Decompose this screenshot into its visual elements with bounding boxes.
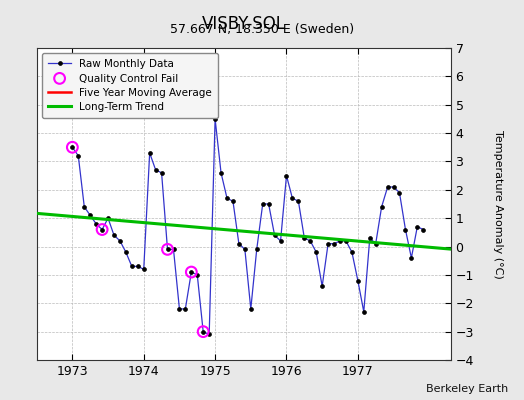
Legend: Raw Monthly Data, Quality Control Fail, Five Year Moving Average, Long-Term Tren: Raw Monthly Data, Quality Control Fail, …	[42, 53, 219, 118]
Quality Control Fail	[98, 226, 106, 233]
Raw Monthly Data	[170, 247, 177, 252]
Raw Monthly Data	[182, 306, 189, 311]
Title: VISBY-SOL: VISBY-SOL	[202, 14, 286, 32]
Quality Control Fail	[199, 328, 208, 335]
Quality Control Fail	[68, 144, 77, 150]
Text: 57.667 N, 18.350 E (Sweden): 57.667 N, 18.350 E (Sweden)	[170, 24, 354, 36]
Y-axis label: Temperature Anomaly (°C): Temperature Anomaly (°C)	[493, 130, 504, 278]
Quality Control Fail	[187, 269, 195, 275]
Raw Monthly Data	[188, 270, 194, 274]
Raw Monthly Data	[69, 145, 75, 150]
Raw Monthly Data	[206, 332, 212, 337]
Raw Monthly Data	[212, 116, 219, 121]
Raw Monthly Data	[420, 227, 427, 232]
Raw Monthly Data	[129, 264, 135, 269]
Raw Monthly Data	[158, 170, 165, 175]
Text: Berkeley Earth: Berkeley Earth	[426, 384, 508, 394]
Raw Monthly Data	[301, 236, 308, 240]
Quality Control Fail	[163, 246, 172, 252]
Line: Raw Monthly Data: Raw Monthly Data	[70, 117, 425, 336]
